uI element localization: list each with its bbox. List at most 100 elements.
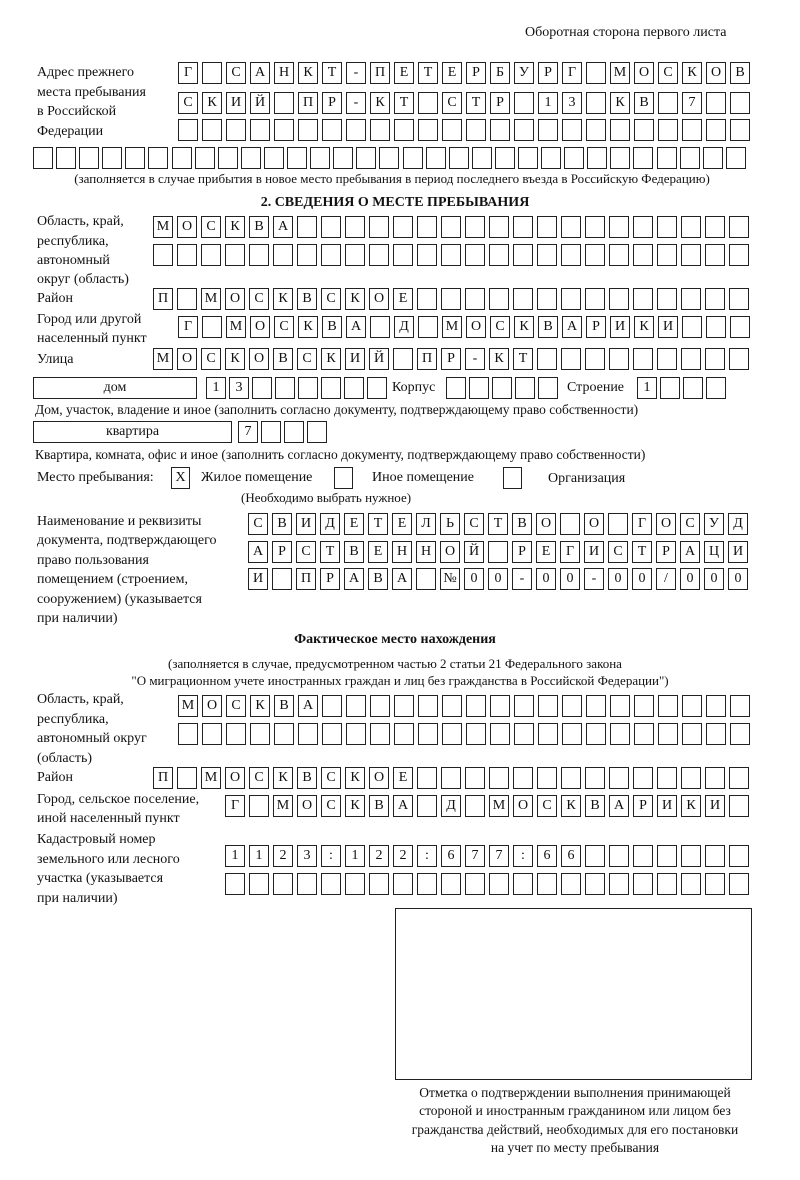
char-cell[interactable]: Г — [632, 513, 652, 535]
char-cell[interactable] — [730, 119, 750, 141]
char-cell[interactable] — [683, 377, 703, 399]
char-cell[interactable] — [489, 873, 509, 895]
char-cell[interactable]: 0 — [464, 568, 484, 590]
char-cell[interactable] — [730, 695, 750, 717]
char-cell[interactable] — [321, 873, 341, 895]
char-cell[interactable] — [346, 119, 366, 141]
char-cell[interactable] — [705, 244, 725, 266]
char-cell[interactable] — [273, 873, 293, 895]
char-cell[interactable]: Р — [512, 541, 532, 563]
char-cell[interactable] — [681, 216, 701, 238]
char-cell[interactable] — [202, 316, 222, 338]
char-cell[interactable] — [394, 723, 414, 745]
char-cell[interactable] — [393, 873, 413, 895]
char-cell[interactable] — [730, 316, 750, 338]
char-cell[interactable] — [706, 377, 726, 399]
char-cell[interactable] — [513, 288, 533, 310]
char-cell[interactable] — [249, 244, 269, 266]
char-cell[interactable]: Г — [178, 62, 198, 84]
char-cell[interactable] — [633, 767, 653, 789]
char-cell[interactable] — [56, 147, 77, 169]
char-cell[interactable] — [537, 873, 557, 895]
char-cell[interactable] — [465, 216, 485, 238]
char-cell[interactable] — [514, 723, 534, 745]
char-cell[interactable] — [679, 147, 700, 169]
char-cell[interactable]: 1 — [225, 845, 245, 867]
char-cell[interactable]: С — [296, 541, 316, 563]
char-cell[interactable] — [537, 216, 557, 238]
char-cell[interactable] — [681, 873, 701, 895]
char-cell[interactable] — [585, 767, 605, 789]
char-cell[interactable]: Р — [656, 541, 676, 563]
char-cell[interactable]: О — [706, 62, 726, 84]
char-cell[interactable] — [441, 767, 461, 789]
char-cell[interactable]: Ь — [440, 513, 460, 535]
char-cell[interactable]: Д — [728, 513, 748, 535]
char-cell[interactable] — [369, 244, 389, 266]
char-cell[interactable]: В — [249, 216, 269, 238]
char-cell[interactable] — [488, 541, 508, 563]
char-cell[interactable] — [681, 845, 701, 867]
char-cell[interactable] — [514, 695, 534, 717]
char-cell[interactable]: С — [249, 288, 269, 310]
char-cell[interactable]: 0 — [704, 568, 724, 590]
char-cell[interactable]: Т — [513, 348, 533, 370]
char-cell[interactable] — [465, 795, 485, 817]
char-cell[interactable] — [730, 92, 750, 114]
char-cell[interactable]: И — [584, 541, 604, 563]
char-cell[interactable]: Г — [560, 541, 580, 563]
char-cell[interactable]: - — [465, 348, 485, 370]
char-cell[interactable] — [346, 695, 366, 717]
char-cell[interactable] — [417, 873, 437, 895]
char-cell[interactable]: Т — [418, 62, 438, 84]
char-cell[interactable]: К — [561, 795, 581, 817]
char-cell[interactable] — [345, 216, 365, 238]
char-cell[interactable]: А — [273, 216, 293, 238]
char-cell[interactable] — [729, 795, 749, 817]
char-cell[interactable]: И — [248, 568, 268, 590]
char-cell[interactable]: 0 — [488, 568, 508, 590]
char-cell[interactable] — [367, 377, 387, 399]
char-cell[interactable]: О — [634, 62, 654, 84]
char-cell[interactable] — [609, 216, 629, 238]
char-cell[interactable] — [585, 348, 605, 370]
char-cell[interactable]: М — [226, 316, 246, 338]
char-cell[interactable]: Т — [322, 62, 342, 84]
char-cell[interactable] — [393, 244, 413, 266]
char-cell[interactable] — [681, 767, 701, 789]
char-cell[interactable]: / — [656, 568, 676, 590]
char-cell[interactable] — [586, 92, 606, 114]
char-cell[interactable] — [322, 119, 342, 141]
char-cell[interactable]: А — [298, 695, 318, 717]
char-cell[interactable]: 7 — [489, 845, 509, 867]
char-cell[interactable]: Е — [442, 62, 462, 84]
char-cell[interactable]: В — [322, 316, 342, 338]
char-cell[interactable] — [33, 147, 53, 169]
char-cell[interactable] — [585, 244, 605, 266]
char-cell[interactable]: К — [681, 795, 701, 817]
char-cell[interactable]: 3 — [229, 377, 249, 399]
char-cell[interactable] — [610, 695, 630, 717]
char-cell[interactable]: В — [538, 316, 558, 338]
char-cell[interactable]: С — [537, 795, 557, 817]
char-cell[interactable]: К — [202, 92, 222, 114]
char-cell[interactable] — [682, 723, 702, 745]
char-cell[interactable]: 3 — [562, 92, 582, 114]
char-cell[interactable]: С — [608, 541, 628, 563]
char-cell[interactable]: Е — [368, 541, 388, 563]
char-cell[interactable] — [561, 288, 581, 310]
char-cell[interactable] — [658, 119, 678, 141]
char-cell[interactable]: О — [369, 767, 389, 789]
char-cell[interactable] — [561, 767, 581, 789]
char-cell[interactable] — [252, 377, 272, 399]
char-cell[interactable] — [250, 119, 270, 141]
char-cell[interactable] — [148, 147, 169, 169]
char-cell[interactable] — [609, 244, 629, 266]
char-cell[interactable]: К — [298, 316, 318, 338]
char-cell[interactable] — [633, 288, 653, 310]
char-cell[interactable]: О — [225, 767, 245, 789]
char-cell[interactable]: Н — [416, 541, 436, 563]
char-cell[interactable] — [287, 147, 308, 169]
